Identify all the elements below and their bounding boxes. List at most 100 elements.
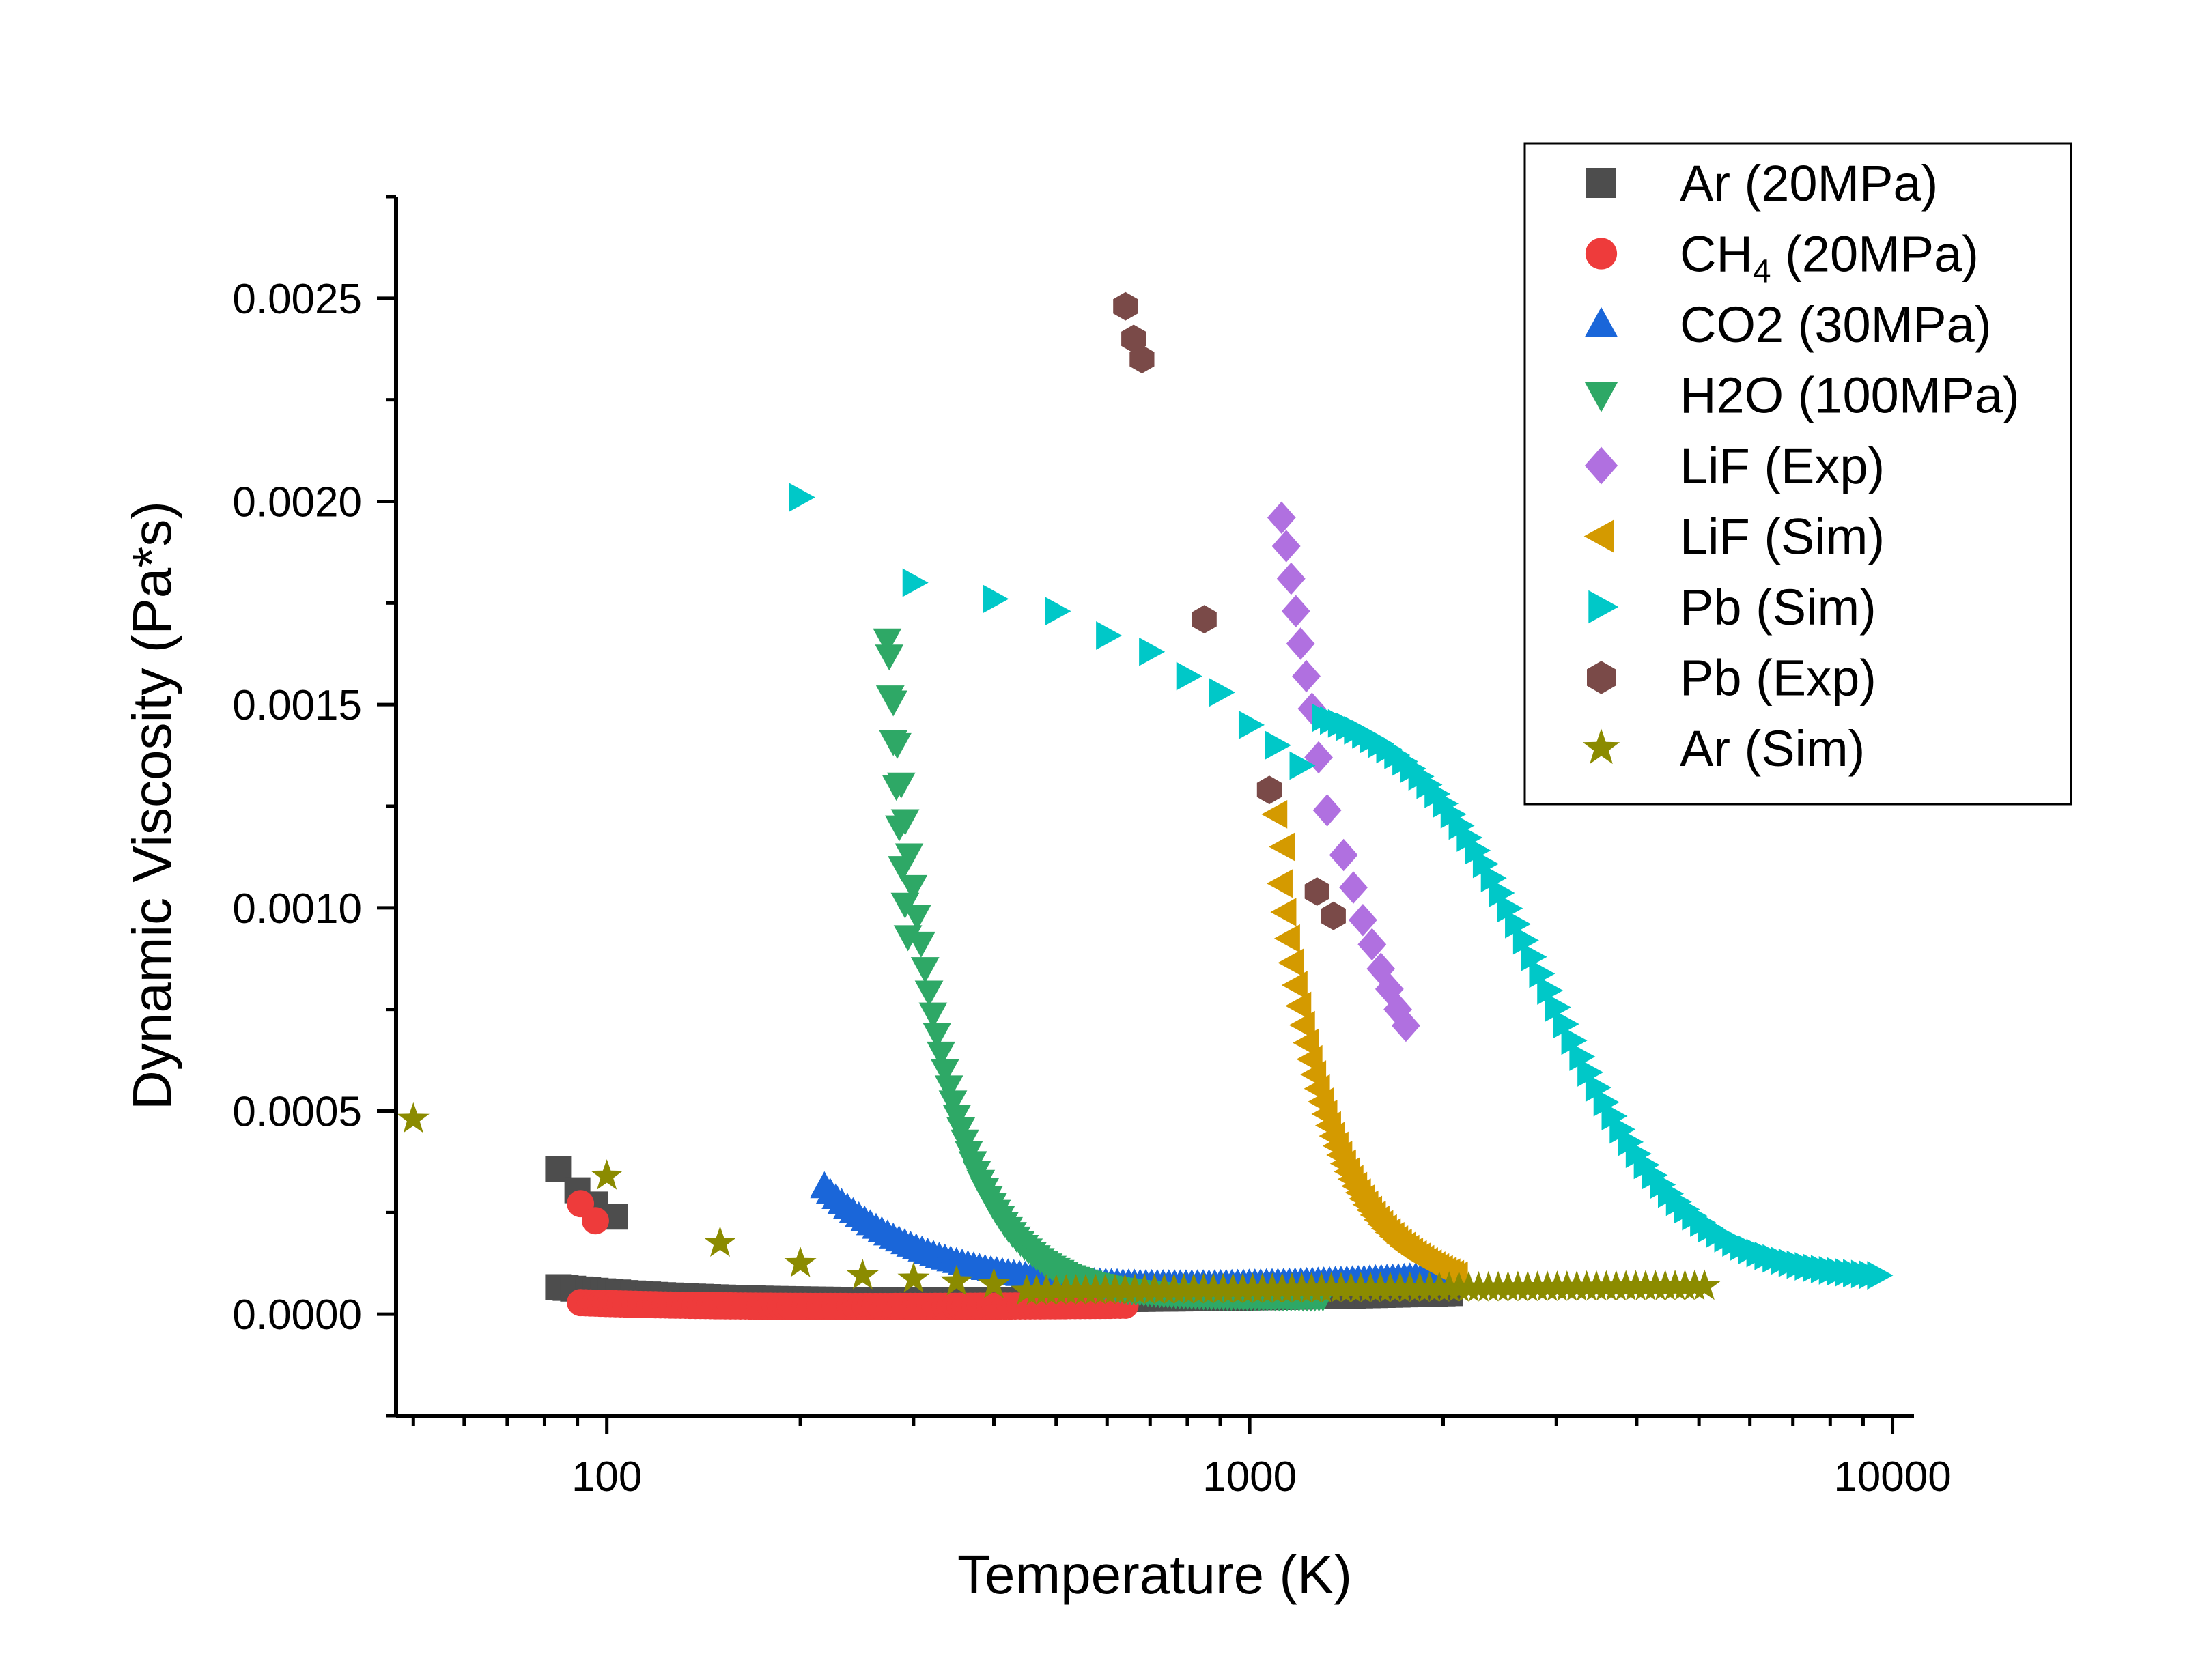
y-tick-label: 0.0015: [232, 682, 362, 729]
series-lif-sim-: [1261, 800, 1468, 1290]
data-point: [704, 1226, 736, 1257]
data-point: [1339, 871, 1368, 904]
data-point: [1312, 794, 1342, 827]
legend-marker: [1584, 382, 1618, 412]
data-point: [1867, 1261, 1894, 1290]
y-ticks: 0.0000 0.0005 0.0010 0.0015 0.0020 0.0025: [232, 195, 396, 1418]
data-point: [545, 1156, 572, 1182]
data-point: [1593, 1087, 1620, 1117]
legend-marker: [1585, 238, 1618, 270]
data-point: [1045, 597, 1071, 626]
y-tick-label: 0.0005: [232, 1089, 362, 1136]
data-point: [910, 957, 940, 984]
data-point: [897, 1262, 930, 1293]
data-point: [1448, 811, 1475, 840]
data-point: [899, 874, 928, 901]
legend-item: H2O (100MPa): [1584, 367, 2020, 424]
legend-marker: [1584, 307, 1618, 337]
data-point: [903, 904, 931, 930]
data-point: [1537, 976, 1564, 1005]
legend-marker: [1582, 728, 1620, 765]
data-point: [1569, 1042, 1596, 1071]
data-point: [888, 856, 917, 883]
data-point: [1267, 501, 1296, 535]
data-point: [1529, 959, 1556, 988]
plot-area: [397, 291, 1894, 1320]
legend-item: LiF (Exp): [1584, 438, 1885, 494]
data-point: [784, 1247, 817, 1277]
legend-label: CH4 (20MPa): [1680, 226, 1979, 290]
data-point: [1561, 1026, 1588, 1055]
data-point: [875, 644, 904, 671]
data-point: [1285, 991, 1312, 1021]
data-point: [1304, 877, 1329, 906]
x-tick-label: 1000: [1202, 1453, 1297, 1500]
data-point: [1304, 741, 1333, 774]
data-point: [1139, 637, 1166, 666]
data-point: [1601, 1102, 1628, 1130]
data-point: [873, 628, 902, 655]
data-point: [938, 1090, 968, 1117]
data-point: [1489, 879, 1515, 907]
data-point: [1688, 1269, 1721, 1300]
data-point: [1238, 711, 1265, 739]
series-ar-sim-: [397, 1102, 1721, 1305]
y-tick-label: 0.0000: [232, 1292, 362, 1339]
data-point: [1281, 971, 1308, 1000]
series-pb-sim-: [789, 483, 1894, 1290]
data-point: [1357, 928, 1387, 961]
data-point: [1273, 924, 1300, 953]
data-point: [810, 1171, 839, 1197]
data-point: [789, 483, 815, 512]
data-point: [582, 1207, 609, 1235]
data-point: [1271, 530, 1301, 563]
data-point: [1121, 324, 1146, 354]
data-point: [1329, 838, 1358, 872]
legend-label: Pb (Exp): [1680, 650, 1876, 707]
data-point: [918, 1002, 948, 1029]
data-point: [1281, 595, 1310, 627]
data-point: [914, 980, 944, 1007]
data-point: [1472, 849, 1499, 879]
data-point: [1456, 823, 1483, 852]
legend-marker: [1588, 590, 1619, 624]
data-point: [1618, 1127, 1644, 1156]
legend-marker: [1584, 446, 1618, 485]
data-point: [1321, 901, 1346, 930]
data-point: [1392, 1009, 1420, 1042]
data-point: [1375, 973, 1404, 1006]
legend-item: CO2 (30MPa): [1584, 296, 1991, 353]
data-point: [942, 1104, 972, 1130]
data-point: [1289, 1010, 1315, 1040]
data-point: [940, 1264, 973, 1296]
data-point: [930, 1059, 959, 1085]
data-point: [1577, 1058, 1604, 1087]
legend-label: CO2 (30MPa): [1680, 296, 1991, 353]
y-tick-label: 0.0010: [232, 885, 362, 932]
data-point: [1265, 730, 1291, 760]
data-point: [893, 925, 923, 952]
x-axis-title: Temperature (K): [957, 1544, 1352, 1605]
y-tick-label: 0.0025: [232, 276, 362, 323]
data-point: [927, 1041, 955, 1068]
data-point: [934, 1075, 963, 1102]
data-point: [923, 1023, 952, 1049]
data-point: [1521, 942, 1547, 971]
data-point: [1465, 836, 1491, 865]
series-pb-exp-: [1113, 291, 1346, 930]
data-point: [1553, 1010, 1579, 1039]
data-point: [1497, 894, 1523, 923]
data-point: [1113, 291, 1138, 321]
data-point: [1286, 627, 1315, 660]
data-point: [1609, 1115, 1636, 1144]
legend: Ar (20MPa) CH4 (20MPa) CO2 (30MPa) H2O (100…: [1523, 142, 2072, 806]
data-point: [1289, 751, 1316, 780]
legend-label: Pb (Sim): [1680, 579, 1876, 636]
x-tick-label: 10000: [1833, 1453, 1951, 1500]
data-point: [1545, 993, 1572, 1022]
data-point: [1256, 775, 1282, 805]
legend-label: LiF (Exp): [1680, 438, 1885, 494]
legend-item: Pb (Sim): [1588, 579, 1876, 636]
data-point: [1480, 864, 1507, 893]
